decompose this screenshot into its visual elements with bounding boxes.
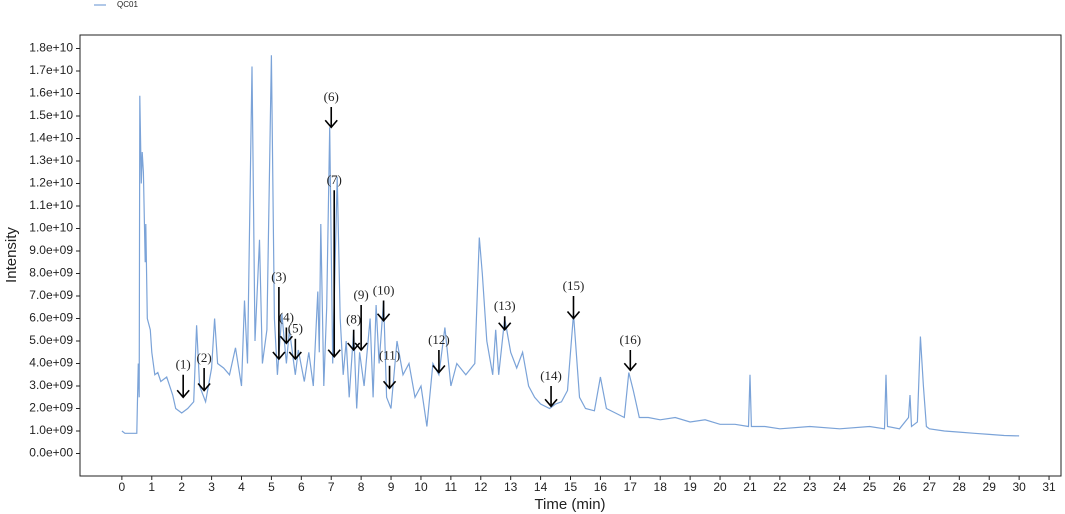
x-tick-label: 1 — [148, 480, 155, 494]
x-tick-label: 30 — [1012, 480, 1026, 494]
y-tick-label: 2.0e+09 — [29, 401, 73, 415]
arrow-head — [176, 389, 190, 399]
annotation-label: (12) — [428, 332, 450, 347]
y-tick-label: 7.0e+09 — [29, 288, 73, 302]
annotation-label: (8) — [346, 312, 361, 327]
y-tick-label: 8.0e+09 — [29, 266, 73, 280]
x-axis-title: Time (min) — [534, 496, 605, 513]
x-tick-label: 11 — [445, 480, 458, 494]
x-tick-label: 12 — [474, 480, 488, 494]
x-tick-label: 0 — [119, 480, 126, 494]
y-tick-label: 1.4e+10 — [29, 131, 73, 145]
annotation-label: (3) — [271, 269, 286, 284]
x-tick-label: 21 — [743, 480, 757, 494]
x-tick-label: 3 — [208, 480, 215, 494]
x-tick-label: 27 — [923, 480, 937, 494]
x-tick-label: 22 — [773, 480, 787, 494]
y-tick-label: 1.3e+10 — [29, 153, 73, 167]
annotation-label: (15) — [563, 278, 585, 293]
series-line — [121, 55, 1020, 437]
annotation-label: (11) — [379, 348, 400, 363]
arrow-head — [498, 322, 512, 331]
y-tick-label: 5.0e+09 — [29, 333, 73, 347]
annotation-label: (13) — [494, 298, 516, 313]
x-tick-label: 25 — [863, 480, 877, 494]
x-tick-label: 20 — [713, 480, 727, 494]
x-tick-label: 9 — [388, 480, 395, 494]
annotation-label: (10) — [373, 282, 395, 297]
y-tick-label: 1.8e+10 — [29, 41, 73, 55]
x-tick-label: 31 — [1042, 480, 1056, 494]
x-tick-label: 8 — [358, 480, 365, 494]
x-tick-label: 16 — [594, 480, 608, 494]
arrow-head — [324, 119, 338, 129]
x-tick-label: 23 — [803, 480, 817, 494]
annotation-label: (9) — [354, 287, 369, 302]
arrow-head — [354, 342, 368, 352]
arrow-head — [566, 310, 581, 320]
y-tick-label: 6.0e+09 — [29, 311, 73, 325]
y-tick-label: 0.0e+00 — [29, 446, 73, 460]
y-tick-label: 1.5e+10 — [29, 108, 73, 122]
arrow-head — [327, 349, 341, 358]
x-tick-label: 13 — [504, 480, 518, 494]
arrow-head — [197, 382, 211, 392]
x-tick-label: 7 — [328, 480, 335, 494]
x-tick-label: 29 — [983, 480, 997, 494]
y-tick-label: 4.0e+09 — [29, 356, 73, 370]
y-tick-label: 1.0e+09 — [29, 423, 73, 437]
x-tick-label: 2 — [178, 480, 185, 494]
y-tick-label: 1.0e+10 — [29, 221, 73, 235]
x-tick-label: 10 — [414, 480, 428, 494]
arrow-head — [279, 335, 293, 345]
y-tick-label: 1.2e+10 — [29, 176, 73, 190]
arrow-head — [288, 351, 302, 361]
y-tick-label: 1.7e+10 — [29, 63, 73, 77]
x-tick-label: 17 — [624, 480, 638, 494]
x-tick-label: 6 — [298, 480, 305, 494]
x-tick-label: 18 — [654, 480, 668, 494]
annotation-label: (7) — [327, 172, 342, 187]
annotation-label: (16) — [619, 332, 641, 347]
annotation-label: (6) — [324, 89, 339, 104]
x-tick-label: 19 — [683, 480, 697, 494]
x-tick-label: 26 — [893, 480, 907, 494]
arrow-head — [382, 380, 397, 390]
arrow-head — [623, 362, 637, 372]
y-tick-label: 3.0e+09 — [29, 378, 73, 392]
y-tick-label: 1.6e+10 — [29, 86, 73, 100]
y-tick-label: 9.0e+09 — [29, 243, 73, 257]
x-tick-label: 24 — [833, 480, 847, 494]
annotation-label: (14) — [540, 368, 562, 383]
x-tick-label: 5 — [268, 480, 275, 494]
arrow-head — [544, 398, 558, 408]
arrow-head — [272, 351, 286, 361]
x-tick-label: 28 — [953, 480, 967, 494]
annotation-label: (4) — [279, 309, 294, 324]
annotation-label: (1) — [176, 357, 191, 372]
arrow-head — [376, 313, 391, 322]
arrow-head — [432, 364, 446, 374]
x-tick-label: 15 — [564, 480, 578, 494]
y-axis-title: Intensity — [3, 227, 20, 283]
y-tick-label: 1.1e+10 — [29, 198, 73, 212]
x-tick-label: 4 — [238, 480, 245, 494]
legend-label: QC01 — [117, 0, 138, 9]
annotation-label: (2) — [197, 350, 212, 365]
annotation-label: (5) — [288, 321, 303, 336]
x-tick-label: 14 — [534, 480, 548, 494]
plot-frame — [79, 34, 1062, 477]
